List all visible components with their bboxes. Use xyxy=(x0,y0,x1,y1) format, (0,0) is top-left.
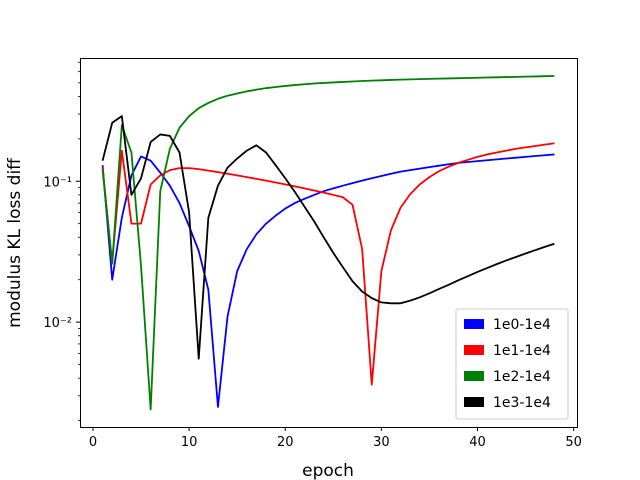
legend-box xyxy=(455,308,569,420)
x-axis-label: epoch xyxy=(302,461,354,480)
x-tick-label: 30 xyxy=(373,435,390,450)
series-line-1e0-1e4 xyxy=(101,153,555,408)
series-line-1e1-1e4 xyxy=(101,142,555,386)
y-axis-label: modulus KL loss diff xyxy=(5,157,25,328)
legend-swatch xyxy=(464,319,484,329)
legend-swatch xyxy=(464,397,484,407)
legend-label: 1e3-1e4 xyxy=(493,395,551,411)
legend-label: 1e2-1e4 xyxy=(493,369,551,385)
legend-swatch xyxy=(464,345,484,355)
x-tick-label: 40 xyxy=(469,435,486,450)
legend: 1e0-1e4 1e1-1e4 1e2-1e4 1e3-1e4 xyxy=(455,308,569,420)
legend-label: 1e0-1e4 xyxy=(493,317,551,333)
x-tick-label: 50 xyxy=(565,435,582,450)
x-tick-label: 0 xyxy=(89,435,97,450)
legend-label: 1e1-1e4 xyxy=(493,343,551,359)
x-tick-label: 20 xyxy=(277,435,294,450)
series-line-1e3-1e4 xyxy=(101,115,555,360)
series-line-1e2-1e4 xyxy=(101,75,555,411)
legend-swatch xyxy=(464,371,484,381)
x-tick-label: 10 xyxy=(181,435,198,450)
plot-frame xyxy=(80,58,578,428)
y-tick-label: 10⁻² xyxy=(43,316,72,331)
y-tick-label: 10⁻¹ xyxy=(43,175,72,190)
